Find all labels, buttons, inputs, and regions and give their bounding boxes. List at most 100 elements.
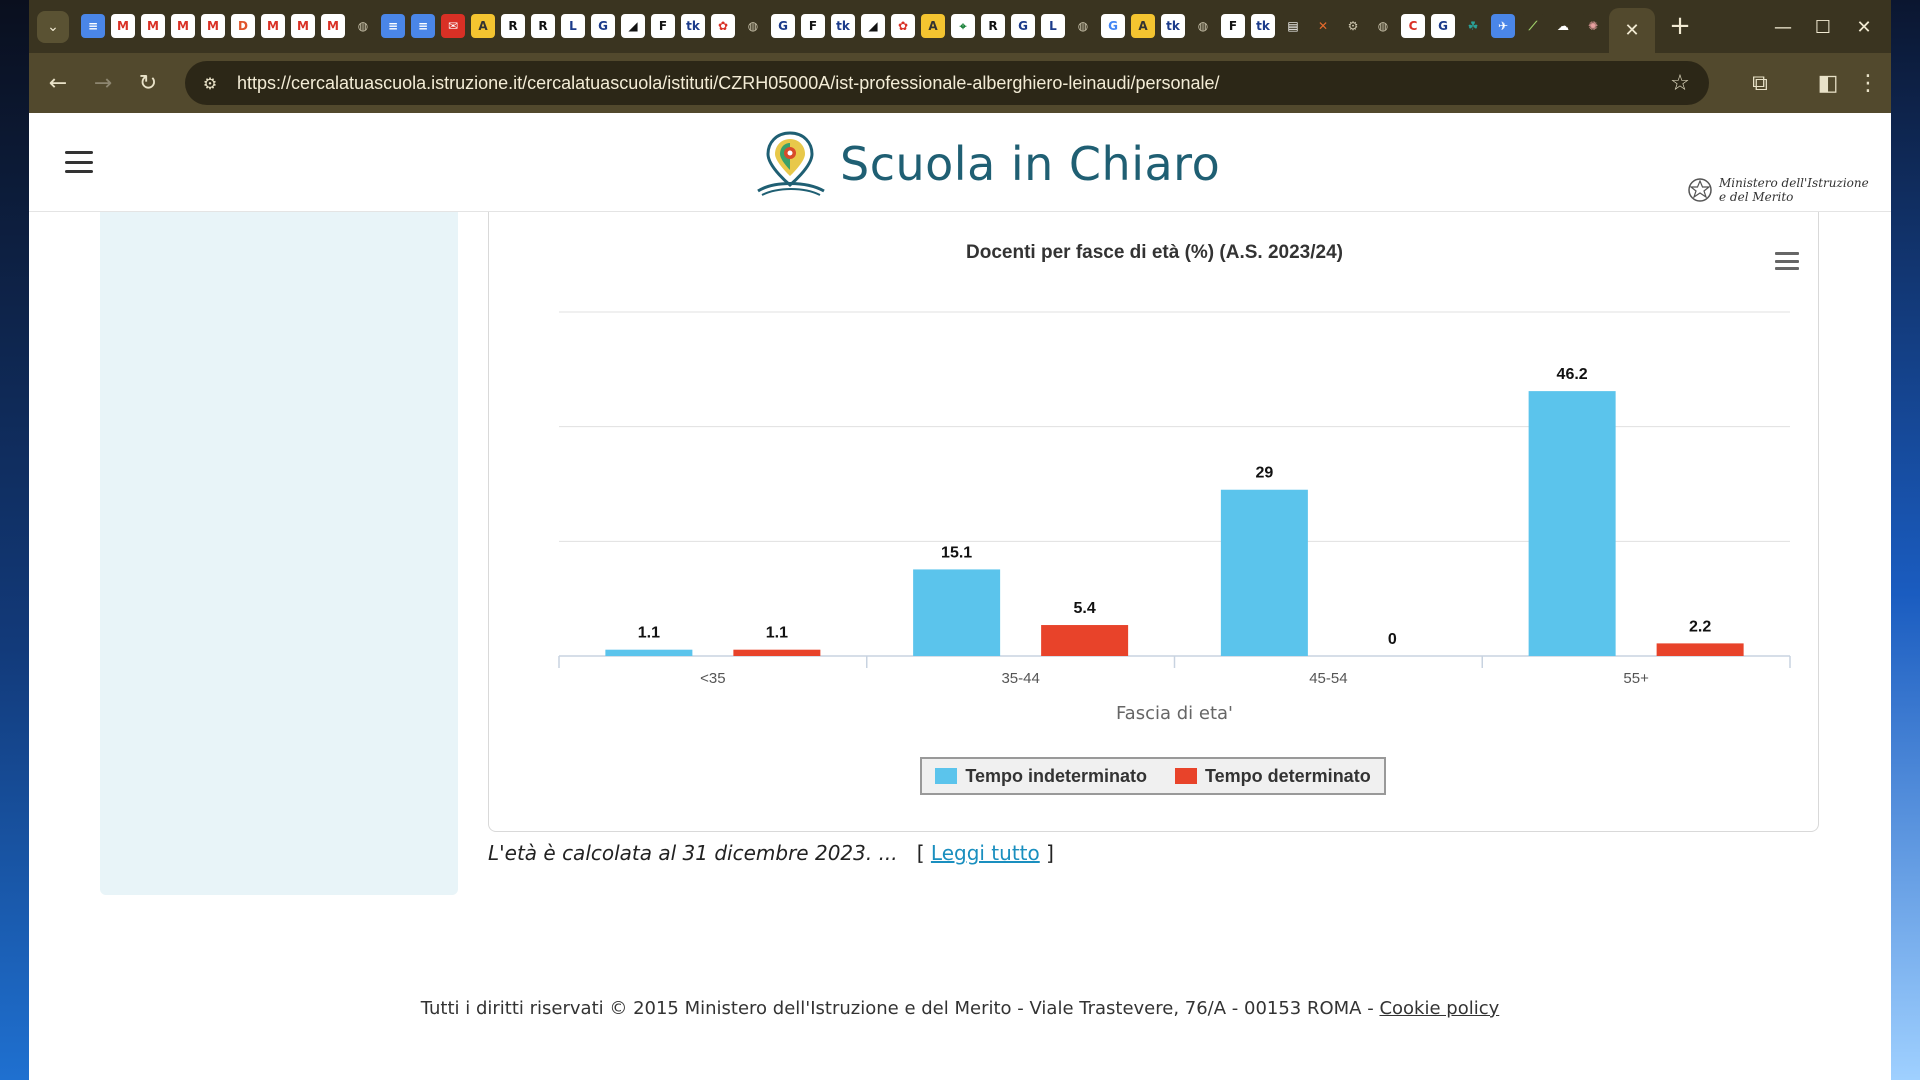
pinned-tab-favicon-icon[interactable]: ▤ [1281,14,1305,38]
close-window-button[interactable]: ✕ [1846,12,1882,42]
tab-search-button[interactable]: ⌄ [37,11,69,43]
forward-button[interactable]: → [86,66,120,100]
data-label: 29 [1255,465,1273,482]
more-vert-icon: ⋮ [1857,70,1879,96]
pinned-tab-favicon-icon[interactable]: F [801,14,825,38]
pinned-tab-favicon-icon[interactable]: ≡ [381,14,405,38]
pinned-tab-favicon-icon[interactable]: ⟋ [1521,14,1545,38]
legend-item-tempo-indeterminato[interactable]: Tempo indeterminato [935,766,1147,787]
pinned-tab-favicon-icon[interactable]: ⌖ [951,14,975,38]
pinned-tab-favicon-icon[interactable]: M [261,14,285,38]
maximize-icon: ☐ [1814,16,1832,38]
pinned-tab-favicon-icon[interactable]: R [981,14,1005,38]
bracket-open: [ [916,841,925,865]
pinned-tab-favicon-icon[interactable]: ≡ [81,14,105,38]
legend-swatch [935,768,958,784]
pinned-tab-favicon-icon[interactable]: M [201,14,225,38]
back-button[interactable]: ← [41,66,75,100]
arrow-right-icon: → [93,70,113,96]
reload-button[interactable]: ↻ [131,66,165,100]
bar-tempo-indeterminato [1220,489,1308,656]
pinned-tab-favicon-icon[interactable]: M [321,14,345,38]
pinned-tab-favicon-icon[interactable]: ◢ [861,14,885,38]
pinned-tab-favicon-icon[interactable]: D [231,14,255,38]
pinned-tab-favicon-icon[interactable]: ≡ [411,14,435,38]
extensions-button[interactable]: ⧉ [1743,66,1777,100]
pinned-tab-favicon-icon[interactable]: ✿ [891,14,915,38]
x-tick-label: 35-44 [1001,670,1039,687]
pinned-tab-favicon-icon[interactable]: ✈ [1491,14,1515,38]
pinned-tab-favicon-icon[interactable]: L [561,14,585,38]
cookie-policy-link[interactable]: Cookie policy [1379,998,1500,1019]
new-tab-button[interactable]: + [1666,11,1694,41]
pinned-tab-favicon-icon[interactable]: M [111,14,135,38]
pinned-tab-favicon-icon[interactable]: A [921,14,945,38]
bar-tempo-indeterminato [913,569,1001,656]
pinned-tab-favicon-icon[interactable]: ✕ [1311,14,1335,38]
minimize-button[interactable]: — [1765,12,1801,42]
pinned-tab-favicon-icon[interactable]: ◍ [741,14,765,38]
browser-menu-button[interactable]: ⋮ [1851,66,1885,100]
pinned-tab-favicon-icon[interactable]: G [591,14,615,38]
pinned-tab-favicon-icon[interactable]: M [141,14,165,38]
pinned-tab-favicon-icon[interactable]: A [471,14,495,38]
x-tick-label: 45-54 [1309,670,1347,687]
data-label: 0 [1388,631,1397,648]
side-panel-icon: ◧ [1817,70,1839,96]
pinned-tab-favicon-icon[interactable]: ✉ [441,14,465,38]
pinned-tab-favicon-icon[interactable]: F [651,14,675,38]
read-more-link[interactable]: Leggi tutto [930,841,1040,865]
pinned-tab-favicon-icon[interactable]: ✺ [1581,14,1605,38]
bar-tempo-determinato [1656,643,1744,656]
pinned-tab-favicon-icon[interactable]: M [171,14,195,38]
pinned-tab-favicon-icon[interactable]: ◍ [351,14,375,38]
pinned-tab-favicon-icon[interactable]: G [771,14,795,38]
pinned-tab-favicon-icon[interactable]: C [1401,14,1425,38]
pinned-tab-favicon-icon[interactable]: ◍ [1191,14,1215,38]
pinned-tab-favicon-icon[interactable]: R [501,14,525,38]
pinned-tab-favicon-icon[interactable]: R [531,14,555,38]
pinned-tab-favicon-icon[interactable]: G [1101,14,1125,38]
pinned-tab-favicon-icon[interactable]: tk [1161,14,1185,38]
bookmark-button[interactable]: ☆ [1665,68,1695,98]
pinned-tab-favicon-icon[interactable]: ✿ [711,14,735,38]
chart-context-menu-icon[interactable] [1775,252,1799,270]
site-info-button[interactable]: ⚙ [195,68,225,98]
pinned-tab-favicon-icon[interactable]: ⚙ [1341,14,1365,38]
pinned-tab-favicon-icon[interactable]: ◍ [1071,14,1095,38]
maximize-button[interactable]: ☐ [1805,12,1841,42]
page-footer: Tutti i diritti riservati © 2015 Ministe… [29,998,1891,1019]
url-text[interactable]: https://cercalatuascuola.istruzione.it/c… [237,73,1220,93]
pinned-tab-favicon-icon[interactable]: tk [1251,14,1275,38]
legend-label: Tempo indeterminato [965,765,1147,786]
plus-icon: + [1669,11,1691,41]
site-header: Scuola in Chiaro Ministero dell'Istruzio… [29,113,1891,212]
pinned-tab-favicon-icon[interactable]: G [1011,14,1035,38]
bracket-close: ] [1046,841,1054,865]
active-tab[interactable]: ✕ [1609,8,1655,53]
pinned-tab-favicon-icon[interactable]: ◢ [621,14,645,38]
pinned-tab-favicon-icon[interactable]: M [291,14,315,38]
pinned-tab-favicon-icon[interactable]: G [1431,14,1455,38]
legend-item-tempo-determinato[interactable]: Tempo determinato [1175,766,1371,787]
bar-tempo-determinato [733,649,821,656]
close-tab-icon[interactable]: ✕ [1624,20,1640,41]
pinned-tab-favicon-icon[interactable]: ☁ [1551,14,1575,38]
side-panel-button[interactable]: ◧ [1811,66,1845,100]
pinned-tab-favicon-icon[interactable]: ☘ [1461,14,1485,38]
pinned-tab-favicon-icon[interactable]: L [1041,14,1065,38]
ministry-logo[interactable]: Ministero dell'Istruzione e del Merito [1687,175,1869,205]
site-logo[interactable]: Scuola in Chiaro [754,129,1220,199]
chevron-down-icon: ⌄ [47,19,59,35]
pinned-tab-favicon-icon[interactable]: tk [831,14,855,38]
pinned-tab-favicon-icon[interactable]: ◍ [1371,14,1395,38]
bar-tempo-indeterminato [1528,391,1616,656]
address-bar[interactable]: ⚙ https://cercalatuascuola.istruzione.it… [185,61,1709,105]
pinned-tab-favicon-icon[interactable]: tk [681,14,705,38]
hamburger-menu-icon[interactable] [65,151,93,173]
pinned-tab-favicon-icon[interactable]: F [1221,14,1245,38]
pinned-tab-favicon-icon[interactable]: A [1131,14,1155,38]
chart-card: 1.1 1.1 <35 15.1 5.4 35-44 29 0 45-54 46.2 2.2 55+ F… [488,212,1819,832]
